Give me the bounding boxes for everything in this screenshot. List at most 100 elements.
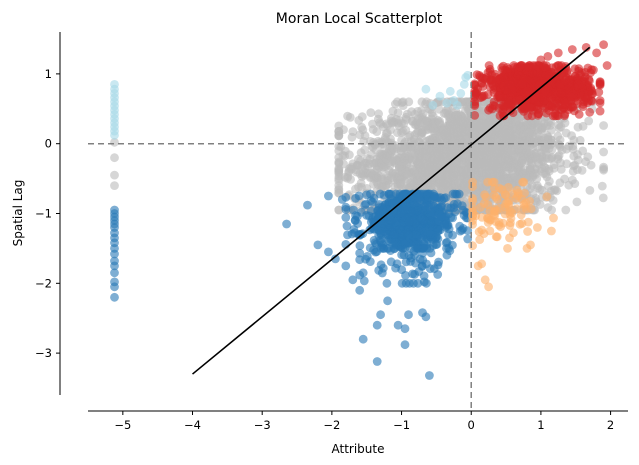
data-point bbox=[502, 162, 512, 172]
data-point bbox=[560, 174, 569, 184]
data-point bbox=[526, 204, 536, 214]
data-point bbox=[401, 271, 410, 280]
data-point bbox=[468, 152, 477, 162]
data-point bbox=[498, 72, 508, 82]
series-lh bbox=[110, 70, 473, 140]
data-point bbox=[355, 241, 365, 251]
data-point bbox=[484, 282, 493, 292]
data-point bbox=[406, 146, 416, 156]
data-point bbox=[549, 213, 558, 223]
data-point bbox=[388, 198, 398, 208]
data-point bbox=[598, 193, 608, 203]
data-point bbox=[477, 146, 487, 155]
data-point bbox=[504, 200, 513, 209]
data-point bbox=[376, 310, 385, 320]
data-point bbox=[483, 200, 493, 210]
data-point bbox=[463, 226, 473, 236]
data-point bbox=[496, 140, 506, 150]
data-point bbox=[365, 243, 375, 253]
data-point bbox=[546, 101, 556, 111]
data-point bbox=[563, 97, 572, 107]
data-point bbox=[377, 182, 387, 192]
data-point bbox=[595, 98, 605, 108]
points-layer bbox=[110, 40, 612, 380]
data-point bbox=[474, 183, 484, 193]
series-ll bbox=[110, 189, 473, 380]
data-point bbox=[417, 129, 426, 139]
data-point bbox=[523, 227, 532, 236]
data-point bbox=[525, 162, 535, 172]
data-point bbox=[599, 121, 608, 130]
data-point bbox=[282, 219, 291, 229]
data-point bbox=[446, 181, 456, 191]
data-point bbox=[539, 63, 549, 72]
data-point bbox=[561, 205, 571, 215]
data-point bbox=[522, 120, 531, 129]
data-point bbox=[595, 78, 605, 87]
data-point bbox=[557, 145, 567, 155]
data-point bbox=[372, 127, 382, 136]
data-point bbox=[577, 83, 587, 93]
data-point bbox=[406, 137, 416, 146]
data-point bbox=[468, 196, 477, 206]
data-point bbox=[355, 248, 365, 258]
data-point bbox=[110, 137, 119, 147]
data-point bbox=[334, 167, 344, 177]
data-point bbox=[507, 146, 516, 156]
data-point bbox=[388, 106, 398, 116]
data-point bbox=[481, 192, 491, 202]
data-point bbox=[530, 118, 540, 128]
data-point bbox=[516, 147, 526, 157]
data-point bbox=[391, 263, 400, 273]
data-point bbox=[390, 238, 400, 248]
data-point bbox=[557, 68, 566, 78]
data-point bbox=[503, 244, 512, 253]
data-point bbox=[342, 221, 352, 231]
data-point bbox=[456, 125, 466, 134]
data-point bbox=[433, 160, 443, 170]
data-point bbox=[355, 255, 365, 265]
data-point bbox=[602, 61, 612, 70]
data-point bbox=[540, 95, 549, 105]
data-point bbox=[408, 116, 417, 126]
data-point bbox=[423, 230, 433, 240]
data-point bbox=[382, 278, 392, 288]
data-point bbox=[470, 80, 480, 90]
y-tick-label: 0 bbox=[45, 137, 52, 151]
data-point bbox=[324, 191, 333, 201]
data-point bbox=[110, 130, 119, 140]
data-point bbox=[564, 180, 574, 190]
data-point bbox=[358, 334, 368, 344]
data-point bbox=[362, 190, 371, 200]
data-point bbox=[345, 113, 355, 122]
data-point bbox=[504, 99, 514, 108]
data-point bbox=[334, 176, 344, 186]
data-point bbox=[480, 139, 490, 149]
data-point bbox=[574, 110, 584, 119]
data-point bbox=[553, 48, 563, 58]
data-point bbox=[371, 171, 381, 180]
data-point bbox=[477, 225, 487, 235]
data-point bbox=[456, 89, 466, 98]
data-point bbox=[360, 200, 370, 210]
data-point bbox=[372, 357, 382, 366]
data-point bbox=[341, 202, 351, 212]
data-point bbox=[517, 79, 527, 89]
data-point bbox=[500, 131, 510, 141]
data-point bbox=[110, 282, 119, 292]
data-point bbox=[479, 121, 489, 131]
data-point bbox=[442, 98, 452, 108]
data-point bbox=[404, 310, 413, 320]
data-point bbox=[455, 226, 465, 236]
data-point bbox=[397, 119, 406, 128]
data-point bbox=[504, 155, 513, 165]
data-point bbox=[426, 210, 436, 220]
data-point bbox=[110, 261, 119, 271]
data-point bbox=[400, 324, 410, 334]
data-point bbox=[404, 154, 414, 164]
data-point bbox=[373, 114, 383, 124]
data-point bbox=[599, 162, 608, 172]
data-point bbox=[110, 292, 119, 302]
data-point bbox=[337, 195, 347, 204]
